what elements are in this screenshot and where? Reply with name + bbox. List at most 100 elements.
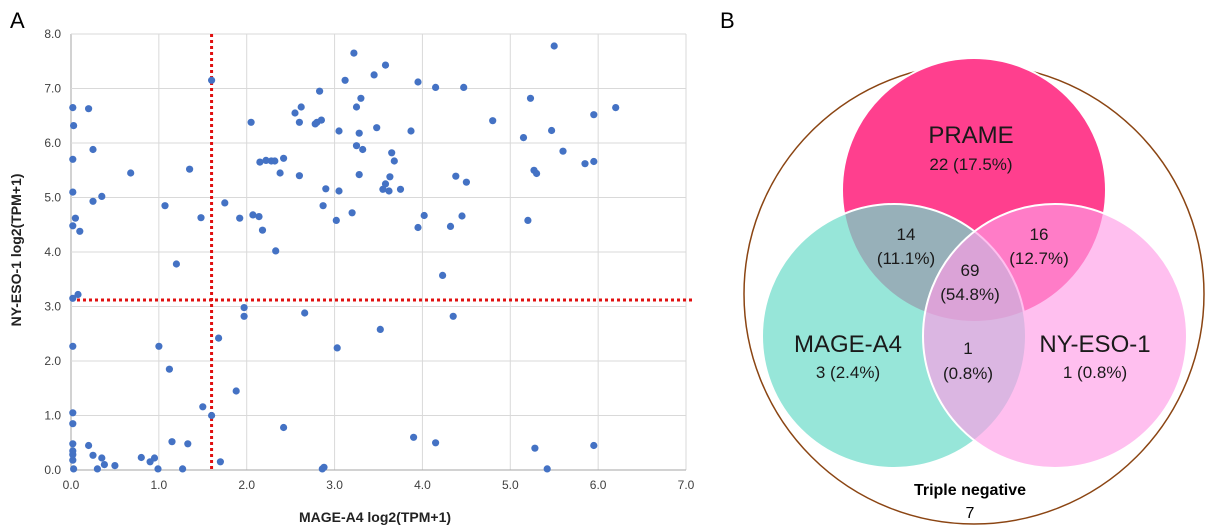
data-point: [272, 247, 280, 255]
triple-negative-label: Triple negative: [914, 482, 1026, 499]
data-point: [612, 104, 620, 112]
data-point: [69, 440, 77, 448]
data-point: [154, 465, 162, 473]
data-point: [69, 456, 77, 464]
data-point: [172, 260, 180, 268]
data-point: [208, 76, 216, 84]
data-point: [376, 325, 384, 333]
data-point: [256, 158, 264, 166]
data-point: [186, 165, 194, 173]
data-point: [236, 214, 244, 222]
data-point: [127, 169, 135, 177]
data-point: [388, 149, 396, 157]
data-point: [232, 387, 240, 395]
y-tick-label: 8.0: [44, 27, 61, 41]
data-point: [559, 147, 567, 155]
y-tick-label: 1.0: [44, 409, 61, 423]
data-point: [458, 212, 466, 220]
grid-lines: [70, 33, 687, 471]
venn-count-prame-nyeso: 16: [1030, 225, 1049, 244]
data-point: [355, 129, 363, 137]
x-tick-label: 4.0: [414, 478, 431, 492]
data-point: [352, 103, 361, 111]
data-point: [357, 94, 365, 102]
data-point: [262, 156, 270, 164]
panel-label-a: A: [10, 8, 25, 33]
x-axis-title: MAGE-A4 log2(TPM+1): [299, 509, 451, 525]
data-point: [69, 222, 77, 230]
data-point: [215, 334, 223, 342]
data-point: [590, 157, 598, 166]
data-point: [69, 451, 77, 459]
y-tick-label: 2.0: [44, 354, 61, 368]
venn-pct-prame-mage: (11.1%): [877, 249, 935, 268]
venn-count-prame-mage: 14: [897, 225, 916, 244]
panel-label-b: B: [720, 8, 735, 33]
data-point: [69, 294, 77, 302]
data-point: [216, 458, 224, 466]
data-point: [355, 171, 363, 179]
data-point: [69, 155, 77, 163]
data-point: [531, 444, 539, 452]
data-point: [359, 145, 367, 154]
data-point: [316, 87, 324, 95]
data-point: [255, 213, 263, 221]
scatter-plot: 0.0 1.0 2.0 3.0 4.0 5.0 6.0 7.0 0.0 1.0 2.0 3.0 4.0…: [8, 27, 695, 525]
data-point: [93, 465, 101, 473]
venn-label-mage-a4: MAGE-A4: [794, 331, 902, 358]
y-axis-title: NY-ESO-1 log2(TPM+1): [8, 174, 24, 327]
data-point: [373, 124, 381, 132]
venn-diagram: PRAME 22 (17.5%) MAGE-A4 3 (2.4%) NY-ESO…: [743, 57, 1205, 525]
data-point: [317, 116, 325, 124]
y-tick-label: 7.0: [44, 82, 61, 96]
data-point: [240, 312, 248, 320]
data-point: [390, 157, 398, 165]
data-point: [379, 185, 387, 193]
y-tick-label: 5.0: [44, 191, 61, 205]
data-point: [420, 211, 428, 220]
data-point: [85, 441, 93, 450]
data-point: [249, 211, 257, 219]
data-point: [199, 403, 207, 411]
data-point: [410, 433, 418, 441]
data-point: [71, 214, 79, 222]
venn-value-prame: 22 (17.5%): [929, 155, 1012, 174]
data-point: [449, 312, 457, 320]
data-point: [489, 117, 497, 125]
venn-value-ny-eso-1: 1 (0.8%): [1063, 363, 1127, 382]
y-tick-label: 4.0: [44, 245, 61, 259]
data-point: [335, 187, 343, 195]
data-point: [385, 187, 393, 195]
data-point: [280, 154, 288, 162]
data-point: [168, 438, 176, 446]
data-point: [301, 309, 309, 317]
data-point: [69, 342, 77, 350]
data-point: [155, 342, 163, 350]
venn-pct-all-three: (54.8%): [940, 285, 1000, 304]
data-point: [179, 465, 187, 473]
data-point: [70, 465, 78, 473]
data-point: [519, 134, 528, 142]
y-tick-label: 3.0: [44, 300, 61, 314]
data-point: [590, 441, 598, 450]
data-point: [85, 105, 93, 113]
data-point: [439, 271, 447, 279]
data-point: [318, 465, 326, 473]
venn-label-ny-eso-1: NY-ESO-1: [1039, 331, 1150, 358]
x-tick-label: 6.0: [590, 478, 607, 492]
y-tick-labels: 0.0 1.0 2.0 3.0 4.0 5.0 6.0 7.0 8.0: [44, 27, 61, 477]
data-point: [76, 227, 84, 235]
data-point: [89, 197, 97, 205]
x-tick-label: 2.0: [238, 478, 255, 492]
data-point: [548, 126, 556, 135]
data-point: [111, 462, 119, 470]
threshold-lines: [71, 34, 692, 470]
x-tick-label: 5.0: [502, 478, 519, 492]
data-point: [291, 109, 299, 117]
data-point: [70, 122, 78, 130]
data-points: [69, 42, 620, 473]
data-point: [89, 145, 97, 154]
data-point: [295, 118, 303, 126]
data-point: [370, 71, 378, 79]
